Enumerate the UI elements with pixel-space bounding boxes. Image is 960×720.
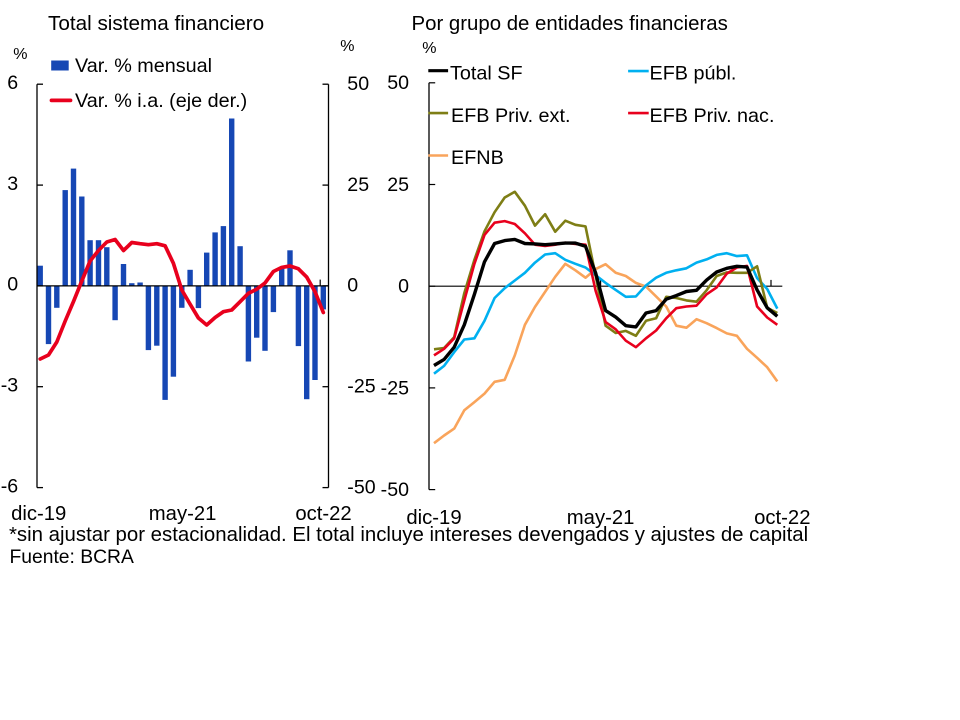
svg-text:-25: -25 [347, 376, 375, 398]
svg-text:25: 25 [387, 174, 409, 196]
svg-text:EFB Priv. ext.: EFB Priv. ext. [451, 105, 570, 127]
svg-text:Var. % i.a. (eje der.): Var. % i.a. (eje der.) [75, 90, 247, 112]
svg-text:-50: -50 [381, 479, 409, 501]
svg-text:EFB públ.: EFB públ. [650, 62, 737, 84]
svg-text:EFB Priv. nac.: EFB Priv. nac. [650, 105, 775, 127]
svg-text:0: 0 [7, 274, 18, 296]
svg-text:Fuente: BCRA: Fuente: BCRA [10, 547, 134, 568]
svg-text:oct-22: oct-22 [754, 507, 810, 529]
svg-text:may-21: may-21 [567, 507, 635, 529]
svg-text:-25: -25 [381, 377, 409, 399]
svg-text:dic-19: dic-19 [11, 503, 66, 525]
svg-text:0: 0 [347, 275, 358, 297]
svg-text:%: % [340, 38, 354, 55]
svg-text:dic-19: dic-19 [406, 507, 461, 529]
svg-text:6: 6 [7, 72, 18, 94]
svg-text:%: % [422, 40, 436, 57]
svg-text:%: % [13, 46, 27, 63]
svg-text:-3: -3 [1, 375, 19, 397]
svg-text:50: 50 [387, 72, 409, 94]
svg-text:Total SF: Total SF [450, 62, 523, 84]
svg-text:25: 25 [347, 174, 369, 196]
svg-text:*sin ajustar por estacionalida: *sin ajustar por estacionalidad. El tota… [9, 524, 808, 546]
svg-text:50: 50 [347, 73, 369, 95]
svg-text:Por grupo de entidades financi: Por grupo de entidades financieras [412, 13, 728, 35]
svg-text:EFNB: EFNB [451, 147, 504, 169]
svg-text:oct-22: oct-22 [295, 503, 351, 525]
svg-text:Total sistema financiero: Total sistema financiero [48, 12, 264, 35]
svg-text:may-21: may-21 [149, 503, 217, 525]
svg-text:Var. % mensual: Var. % mensual [75, 55, 212, 77]
svg-text:-6: -6 [1, 475, 19, 497]
svg-text:-50: -50 [347, 476, 375, 498]
svg-text:0: 0 [398, 276, 409, 298]
svg-text:3: 3 [7, 173, 18, 195]
